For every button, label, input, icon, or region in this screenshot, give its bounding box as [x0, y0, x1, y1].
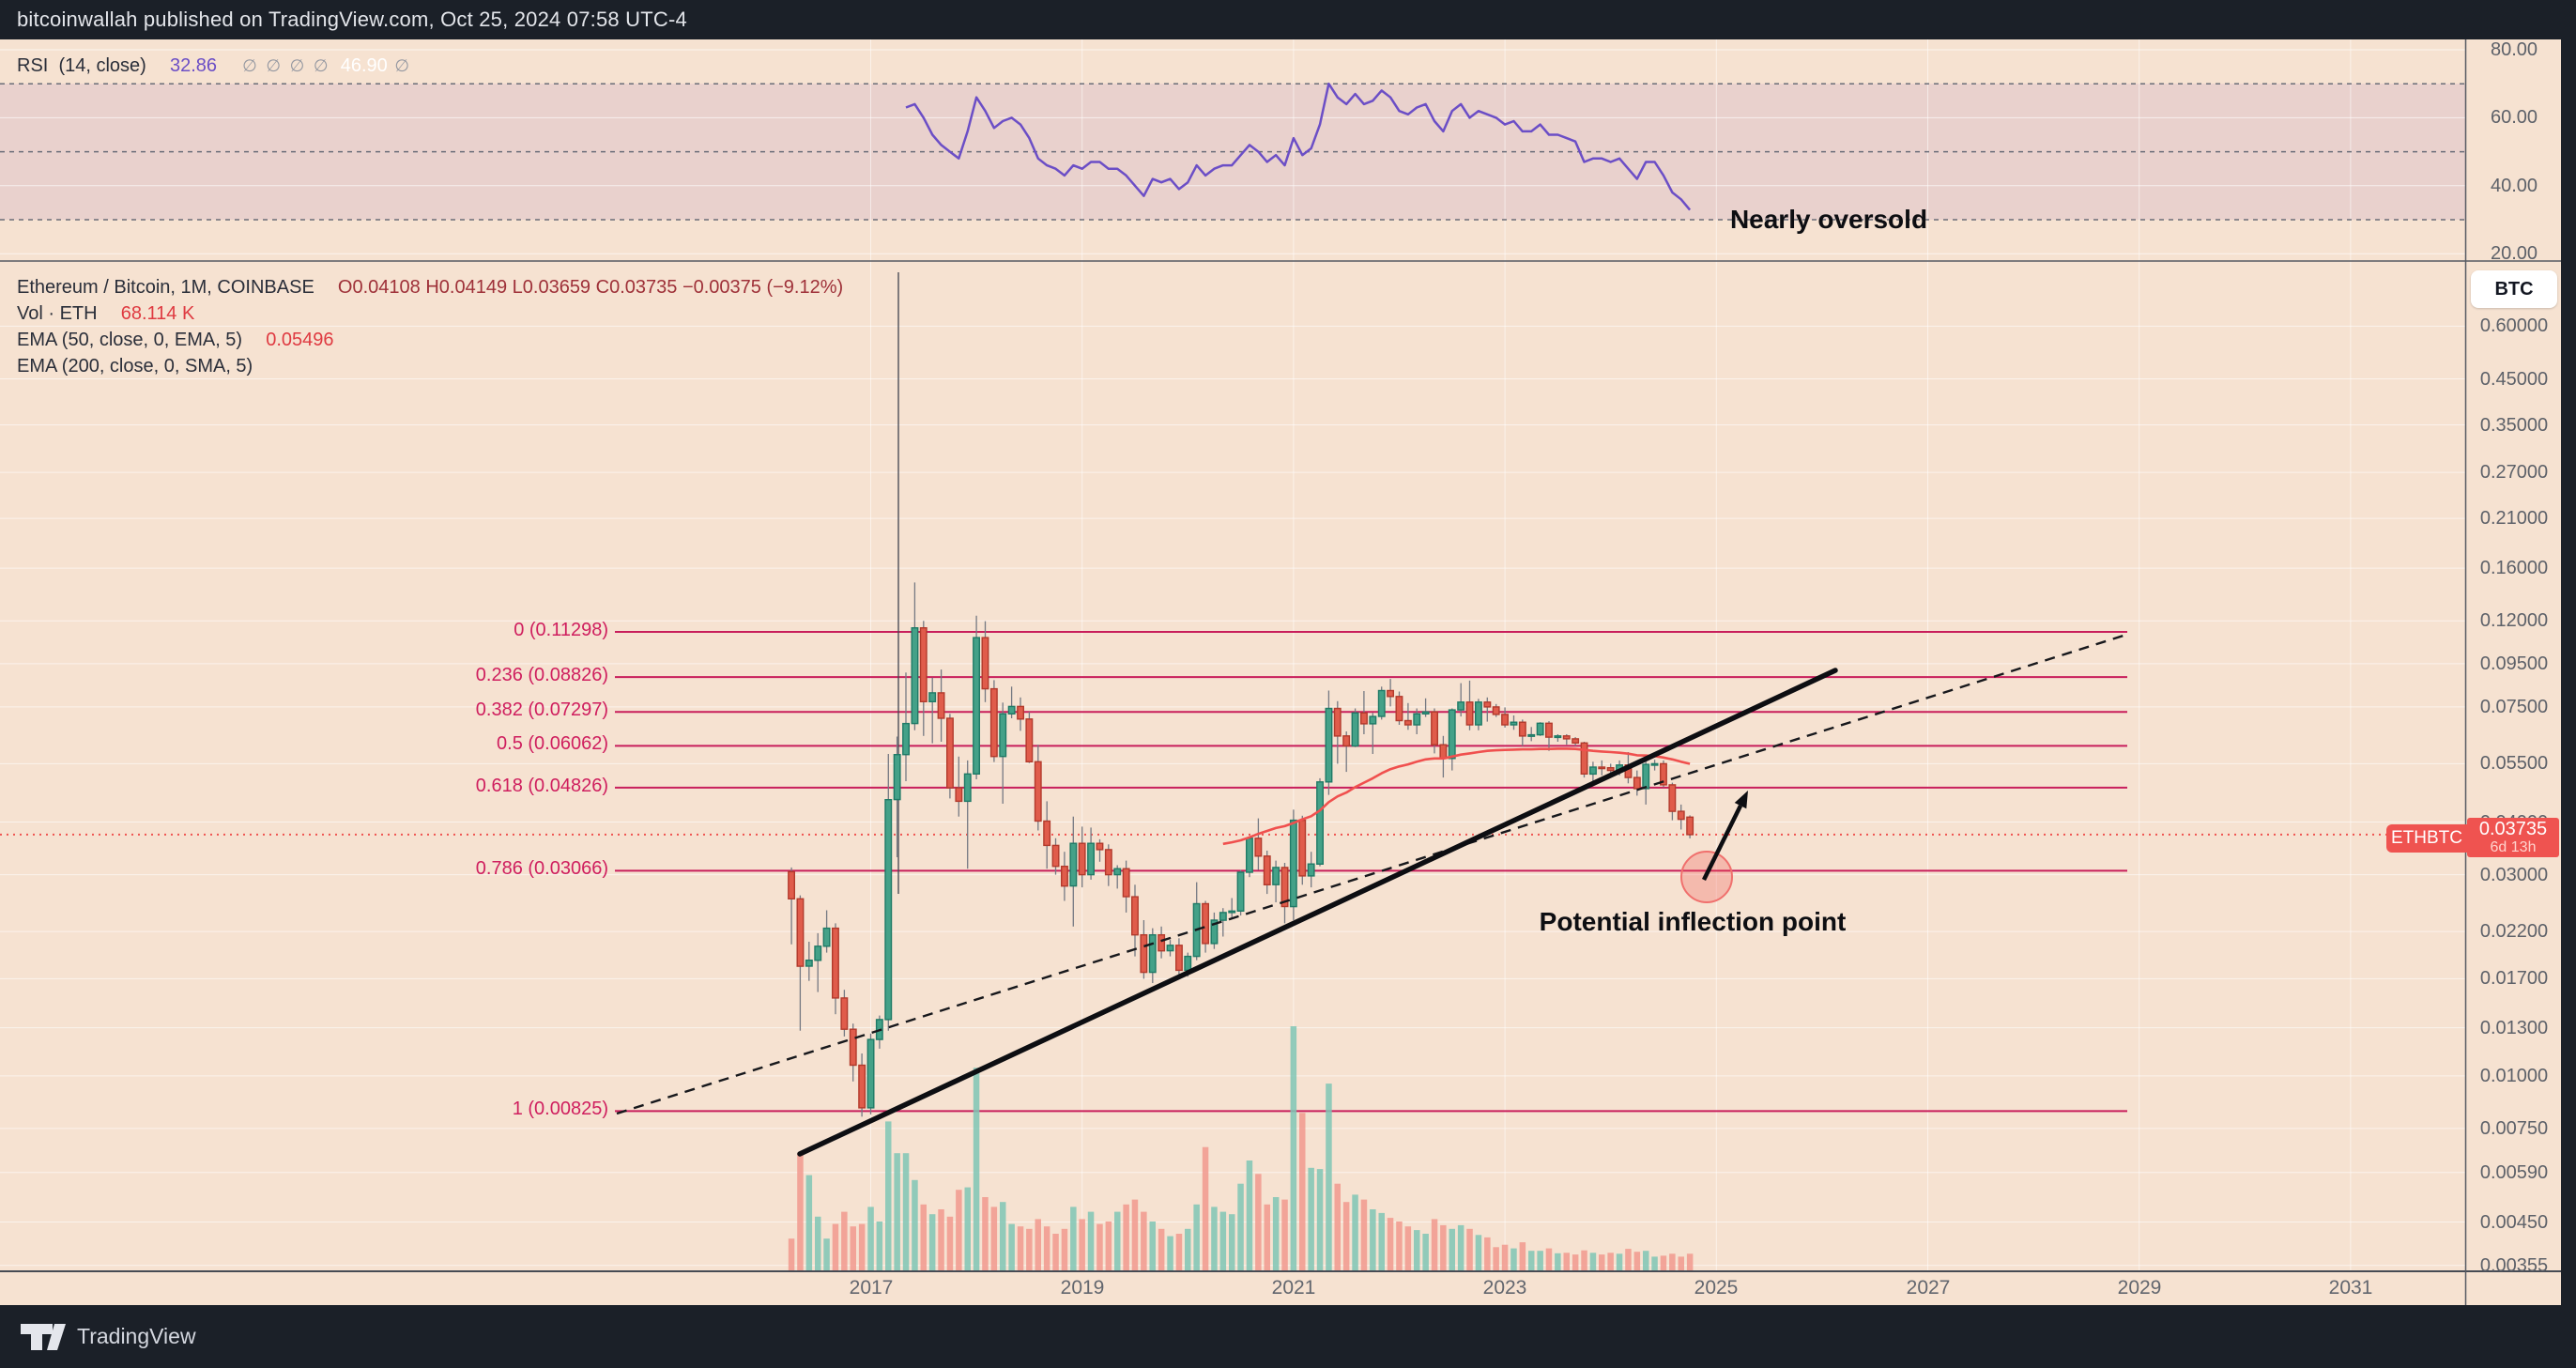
time-axis-year-label[interactable]: 2023	[1482, 1277, 1527, 1299]
rsi-value: 32.86	[169, 55, 218, 76]
currency-unit-button[interactable]: BTC	[2471, 270, 2557, 308]
nearly-oversold-annotation[interactable]: Nearly oversold	[1729, 205, 1928, 234]
fib-level-label: 0.236 (0.08826)	[475, 665, 608, 685]
volume-value: 68.114 K	[120, 303, 195, 324]
ohlc-open: O0.04108	[337, 277, 421, 298]
main-chart-legend[interactable]: Ethereum / Bitcoin, 1M, COINBASE O0.0410…	[17, 274, 843, 379]
rsi-ma-value: 46.90	[340, 55, 388, 76]
fib-level-label: 0.382 (0.07297)	[475, 699, 608, 720]
rsi-hidden-source-icon[interactable]: ∅	[266, 56, 282, 75]
last-price-axis-label: 0.03735 6d 13h	[2467, 818, 2559, 857]
symbol-price-tag: ETHBTC	[2386, 824, 2467, 853]
ema50-legend-row[interactable]: EMA (50, close, 0, EMA, 5) 0.05496	[17, 327, 843, 353]
rsi-hidden-source-icon[interactable]: ∅	[289, 56, 305, 75]
price-tick[interactable]: 0.45000	[2479, 369, 2549, 390]
price-tick[interactable]: 0.00590	[2479, 1162, 2549, 1183]
time-axis-year-label[interactable]: 2025	[1694, 1277, 1739, 1299]
rsi-hidden-source-icons[interactable]: ∅ ∅ ∅ ∅	[240, 55, 335, 76]
time-axis-year-label[interactable]: 2027	[1906, 1277, 1951, 1299]
fib-level-label: 0.618 (0.04826)	[475, 776, 608, 796]
price-tick[interactable]: 0.35000	[2479, 415, 2549, 436]
price-tick[interactable]: 0.12000	[2479, 610, 2549, 631]
fib-level-label: 0.5 (0.06062)	[497, 733, 608, 754]
ema50-value: 0.05496	[266, 330, 334, 350]
price-tick[interactable]: 0.02200	[2479, 921, 2549, 942]
price-tick[interactable]: 0.01000	[2479, 1066, 2549, 1086]
last-price-value: 0.03735	[2478, 819, 2548, 839]
ohlc-low: L0.03659	[512, 277, 591, 298]
rsi-tick[interactable]: 80.00	[2490, 39, 2538, 60]
time-axis-year-label[interactable]: 2031	[2328, 1277, 2373, 1299]
rsi-tick[interactable]: 60.00	[2490, 107, 2538, 128]
rsi-hidden-source-icon[interactable]: ∅	[313, 56, 329, 75]
price-tick[interactable]: 0.60000	[2479, 315, 2549, 336]
fib-level-label: 0 (0.11298)	[514, 620, 608, 640]
price-tick[interactable]: 0.09500	[2479, 653, 2549, 674]
inflection-annotation[interactable]: Potential inflection point	[1539, 907, 1847, 936]
time-axis-year-label[interactable]: 2029	[2117, 1277, 2162, 1299]
price-tick[interactable]: 0.16000	[2479, 558, 2549, 578]
tradingview-brand-text: TradingView	[77, 1324, 196, 1348]
time-axis-year-label[interactable]: 2021	[1271, 1277, 1316, 1299]
price-tick[interactable]: 0.03000	[2479, 865, 2549, 885]
symbol-legend-row[interactable]: Ethereum / Bitcoin, 1M, COINBASE O0.0410…	[17, 274, 843, 300]
price-tick[interactable]: 0.21000	[2479, 508, 2549, 529]
ohlc-close: C0.03735	[595, 277, 678, 298]
time-axis-year-label[interactable]: 2019	[1060, 1277, 1105, 1299]
ema200-label: EMA (200, close, 0, SMA, 5)	[17, 356, 253, 377]
price-tick[interactable]: 0.00355	[2479, 1255, 2549, 1276]
rsi-hidden-source-icon[interactable]: ∅	[242, 56, 257, 75]
price-tick[interactable]: 0.01300	[2479, 1018, 2549, 1038]
volume-label: Vol · ETH	[17, 303, 98, 324]
price-tick[interactable]: 0.00450	[2479, 1212, 2549, 1233]
rsi-hidden-source-icon[interactable]: ∅	[394, 56, 410, 75]
volume-legend-row[interactable]: Vol · ETH 68.114 K	[17, 300, 843, 327]
bar-countdown: 6d 13h	[2490, 839, 2537, 855]
fib-level-label: 1 (0.00825)	[512, 1099, 608, 1119]
price-tick[interactable]: 0.01700	[2479, 968, 2549, 989]
price-tick[interactable]: 0.00750	[2479, 1118, 2549, 1139]
top-bar: bitcoinwallah published on TradingView.c…	[0, 0, 2576, 39]
rsi-tick[interactable]: 40.00	[2490, 176, 2538, 196]
fib-level-label: 0.786 (0.03066)	[475, 858, 608, 879]
bottom-bar: TradingView	[0, 1305, 2576, 1368]
price-tick[interactable]: 0.27000	[2479, 462, 2549, 483]
rsi-indicator-name: RSI	[17, 55, 49, 76]
rsi-legend[interactable]: RSI (14, close) 32.86 ∅ ∅ ∅ ∅ 46.90 ∅	[17, 53, 411, 79]
tradingview-logo-icon	[21, 1323, 66, 1350]
rsi-tick[interactable]: 20.00	[2490, 243, 2538, 264]
bar-change: −0.00375 (−9.12%)	[682, 277, 844, 298]
rsi-indicator-params: (14, close)	[58, 55, 146, 76]
price-tick[interactable]: 0.07500	[2479, 697, 2549, 717]
publish-title: bitcoinwallah published on TradingView.c…	[17, 8, 687, 31]
ohlc-high: H0.04149	[425, 277, 508, 298]
ema200-legend-row[interactable]: EMA (200, close, 0, SMA, 5)	[17, 353, 843, 379]
symbol-title: Ethereum / Bitcoin, 1M, COINBASE	[17, 277, 314, 298]
price-tick[interactable]: 0.05500	[2479, 753, 2549, 774]
time-axis-year-label[interactable]: 2017	[849, 1277, 894, 1299]
ema50-label: EMA (50, close, 0, EMA, 5)	[17, 330, 243, 350]
